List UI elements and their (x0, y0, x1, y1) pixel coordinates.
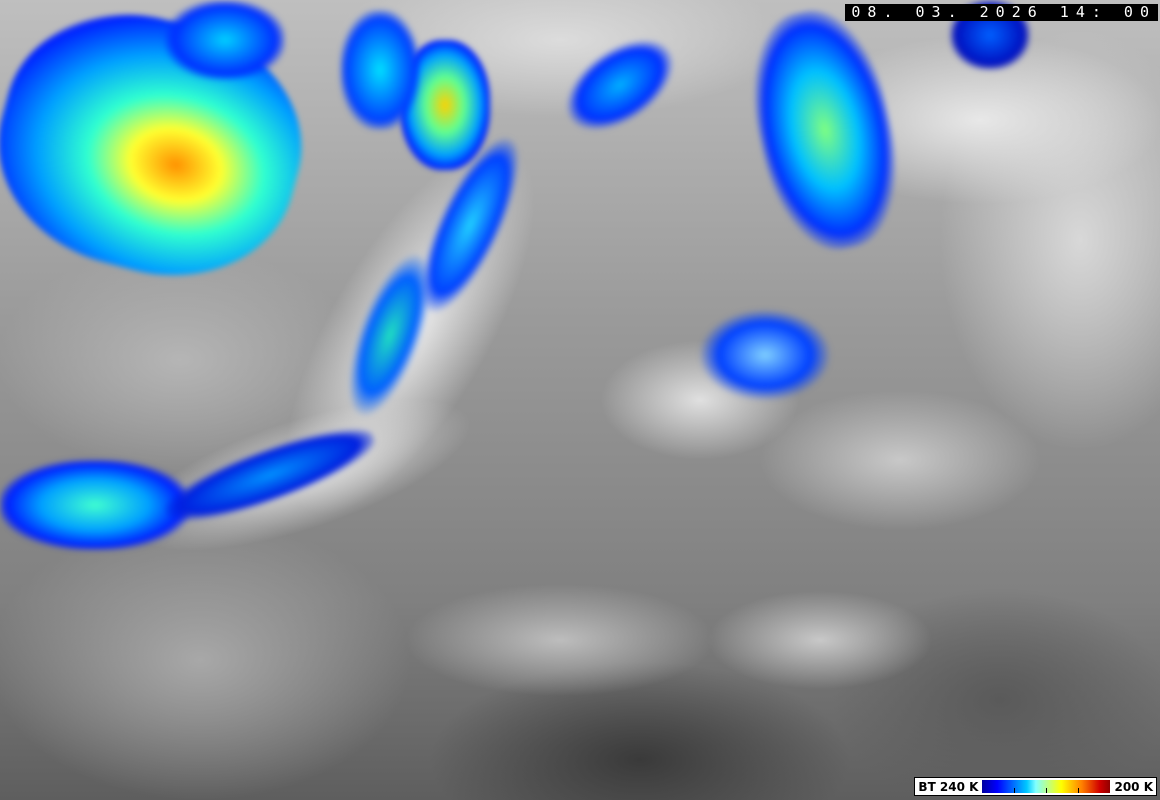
cold-cloud-top (340, 10, 420, 130)
legend-left-label: BT 240 K (918, 779, 979, 794)
cold-cloud-top (0, 460, 190, 550)
cold-cloud-top (165, 0, 285, 80)
cold-cloud-top (736, 0, 914, 261)
legend-right-label: 200 K (1114, 779, 1153, 794)
cold-cloud-top (700, 310, 830, 400)
color-scale-bar (982, 780, 1111, 793)
scale-tick (1014, 788, 1016, 793)
color-scale-legend: BT 240 K 200 K (914, 777, 1157, 796)
timestamp-label: 08. 03. 2026 14: 00 (845, 4, 1158, 21)
scale-tick (1046, 788, 1048, 793)
cold-cloud-top (550, 21, 690, 149)
scale-tick (1078, 788, 1080, 793)
